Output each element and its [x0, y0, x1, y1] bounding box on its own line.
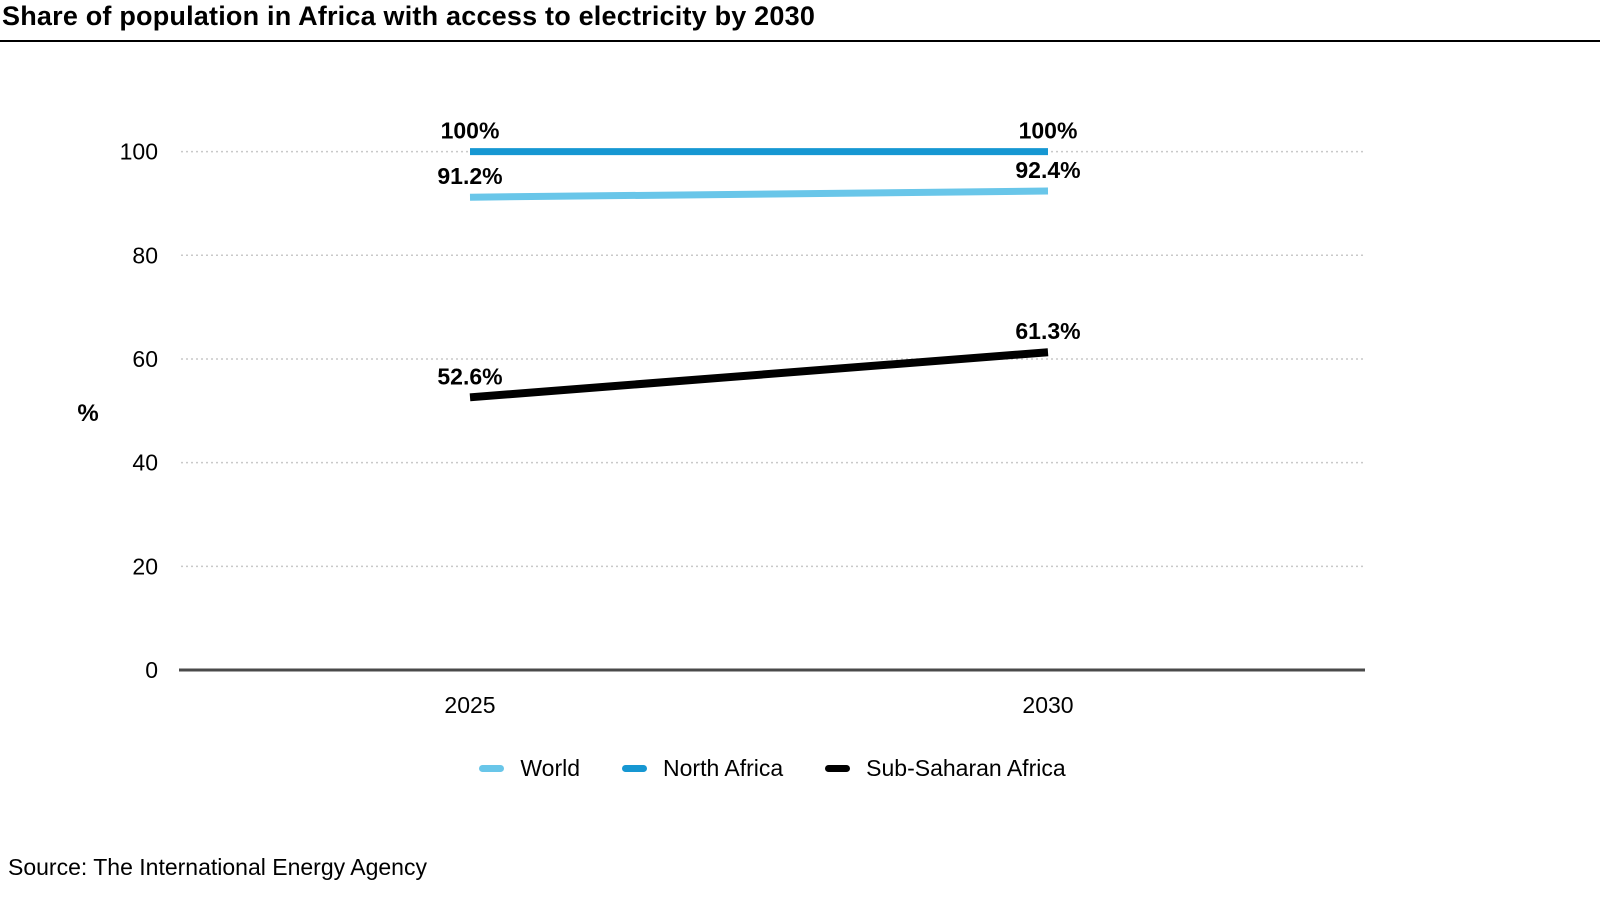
legend-marker-icon: [479, 764, 505, 772]
y-tick-label-0: 0: [145, 657, 158, 683]
data-label-world-2030: 92.4%: [1015, 157, 1080, 183]
legend-label: World: [520, 754, 581, 781]
legend-item-north-africa: North Africa: [622, 755, 783, 782]
series-line-sub-saharan-africa: [469, 348, 1049, 402]
x-tick-label-2030: 2030: [1022, 692, 1073, 718]
y-tick-label-100: 100: [120, 139, 158, 165]
y-tick-label-80: 80: [132, 242, 158, 268]
legend-label: Sub-Saharan Africa: [866, 754, 1066, 781]
chart-title: Share of population in Africa with acces…: [2, 1, 816, 31]
legend-item-world: World: [479, 755, 580, 782]
data-label-world-2025: 91.2%: [437, 163, 502, 189]
y-tick-label-20: 20: [132, 553, 158, 579]
y-tick-label-40: 40: [132, 450, 158, 476]
data-label-sub-saharan-africa-2025: 52.6%: [437, 363, 502, 389]
y-tick-label-60: 60: [132, 346, 158, 372]
data-label-north-africa-2030: 100%: [1019, 118, 1078, 144]
y-axis-label: %: [77, 400, 98, 427]
legend-marker-icon: [825, 764, 851, 772]
source-note: Source: The International Energy Agency: [8, 854, 427, 880]
legend-item-sub-saharan-africa: Sub-Saharan Africa: [825, 754, 1066, 782]
legend-marker-icon: [622, 764, 648, 772]
data-label-sub-saharan-africa-2030: 61.3%: [1015, 318, 1080, 344]
legend: World North Africa Sub-Saharan Africa: [180, 750, 1365, 786]
legend-label: North Africa: [663, 754, 784, 781]
series-line-world: [469, 187, 1049, 201]
title-separator: [0, 40, 1600, 42]
data-label-north-africa-2025: 100%: [441, 118, 500, 144]
x-tick-label-2025: 2025: [444, 692, 495, 718]
